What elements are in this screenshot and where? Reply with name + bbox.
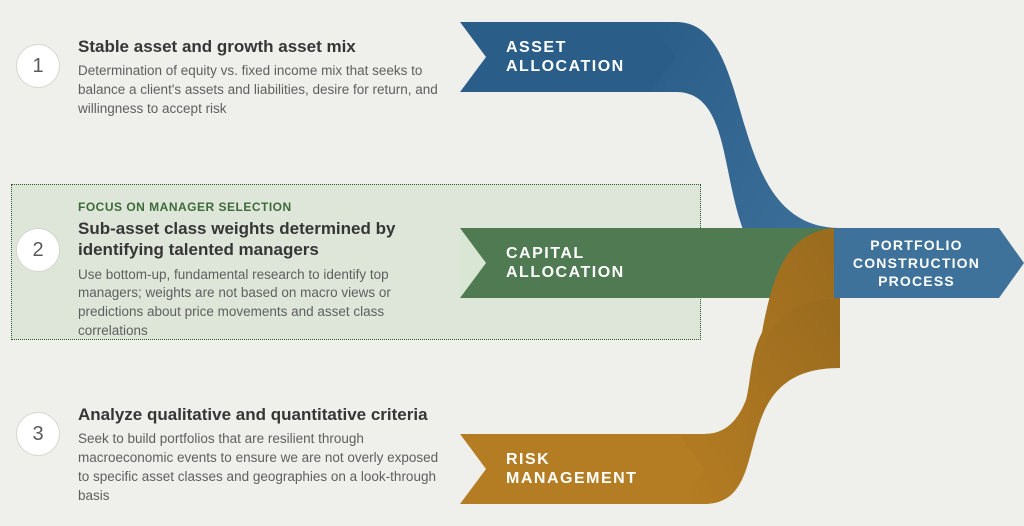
step-title-1: Stable asset and growth asset mix <box>78 36 440 57</box>
ribbon-asset-allocation: ASSET ALLOCATION <box>460 22 650 92</box>
step-title-3: Analyze qualitative and quantitative cri… <box>78 404 440 425</box>
step-title-2: Sub-asset class weights determined by id… <box>78 218 440 261</box>
merge-label: PORTFOLIO CONSTRUCTION PROCESS <box>834 228 999 298</box>
ribbon-risk-management: RISK MANAGEMENT <box>460 434 678 504</box>
ribbon-label-2: CAPITAL ALLOCATION <box>506 244 625 282</box>
ribbon-label-1: ASSET ALLOCATION <box>506 38 625 76</box>
merge-arrow: PORTFOLIO CONSTRUCTION PROCESS <box>834 228 1024 298</box>
diagram-canvas: 1 Stable asset and growth asset mix Dete… <box>0 0 1024 526</box>
step-row-2: 2 FOCUS ON MANAGER SELECTION Sub-asset c… <box>0 200 440 341</box>
step-body-3: Seek to build portfolios that are resili… <box>78 430 440 506</box>
step-eyebrow-2: FOCUS ON MANAGER SELECTION <box>78 200 440 214</box>
step-row-3: 3 Analyze qualitative and quantitative c… <box>0 404 440 506</box>
step-row-1: 1 Stable asset and growth asset mix Dete… <box>0 36 440 119</box>
ribbon-capital-allocation: CAPITAL ALLOCATION <box>460 228 750 298</box>
ribbon-label-3: RISK MANAGEMENT <box>506 450 637 488</box>
step-number-3: 3 <box>16 412 60 456</box>
step-number-1: 1 <box>16 44 60 88</box>
step-number-2: 2 <box>16 228 60 272</box>
step-body-1: Determination of equity vs. fixed income… <box>78 62 440 119</box>
step-text-2: FOCUS ON MANAGER SELECTION Sub-asset cla… <box>78 200 440 341</box>
step-text-1: Stable asset and growth asset mix Determ… <box>78 36 440 119</box>
step-body-2: Use bottom-up, fundamental research to i… <box>78 266 440 342</box>
step-text-3: Analyze qualitative and quantitative cri… <box>78 404 440 506</box>
